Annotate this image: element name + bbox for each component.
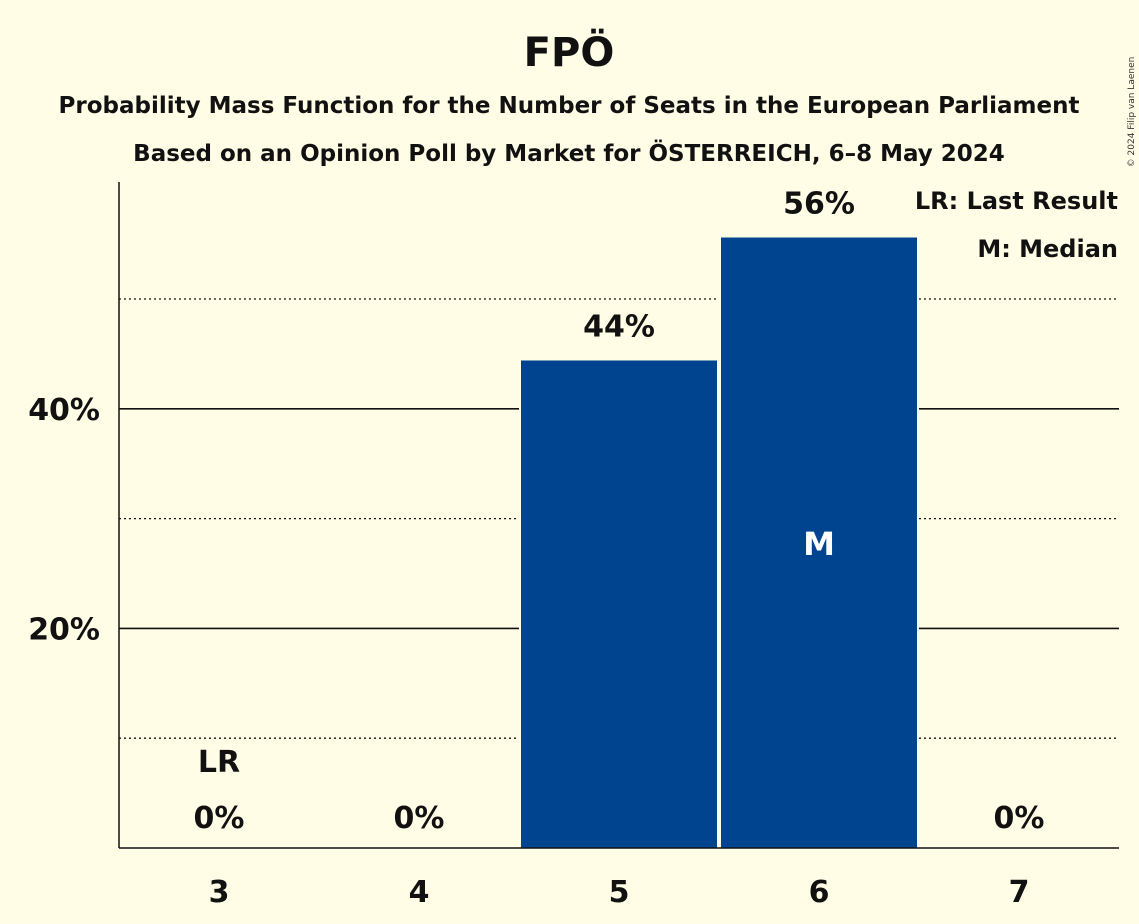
bar-fill (721, 237, 917, 849)
chart-title: FPÖ (524, 28, 615, 76)
legend-median: M: Median (977, 235, 1118, 263)
data-labels: 0% LR 0% 44% 56% M 0% (194, 187, 1045, 836)
data-label: 0% (394, 801, 445, 836)
data-label: 56% (783, 187, 855, 222)
x-tick-label: 7 (1009, 875, 1030, 910)
legend-last-result: LR: Last Result (915, 187, 1118, 215)
last-result-marker: LR (198, 745, 240, 780)
axis-ticks: 20% 40% 3 4 5 6 7 (28, 393, 1029, 910)
y-tick-label: 20% (28, 612, 100, 647)
bars (519, 237, 919, 849)
x-tick-label: 5 (609, 875, 630, 910)
chart-subtitle-2: Based on an Opinion Poll by Market for Ö… (133, 139, 1005, 167)
median-marker: M (803, 525, 835, 563)
chart-subtitle-1: Probability Mass Function for the Number… (59, 93, 1080, 119)
bar-fill (521, 360, 717, 848)
data-label: 44% (583, 309, 655, 344)
data-label: 0% (194, 801, 245, 836)
x-tick-label: 4 (409, 875, 430, 910)
y-tick-label: 40% (28, 393, 100, 428)
copyright-text: © 2024 Filip van Laenen (1127, 57, 1137, 168)
data-label: 0% (994, 801, 1045, 836)
x-tick-label: 3 (209, 875, 230, 910)
x-tick-label: 6 (809, 875, 830, 910)
